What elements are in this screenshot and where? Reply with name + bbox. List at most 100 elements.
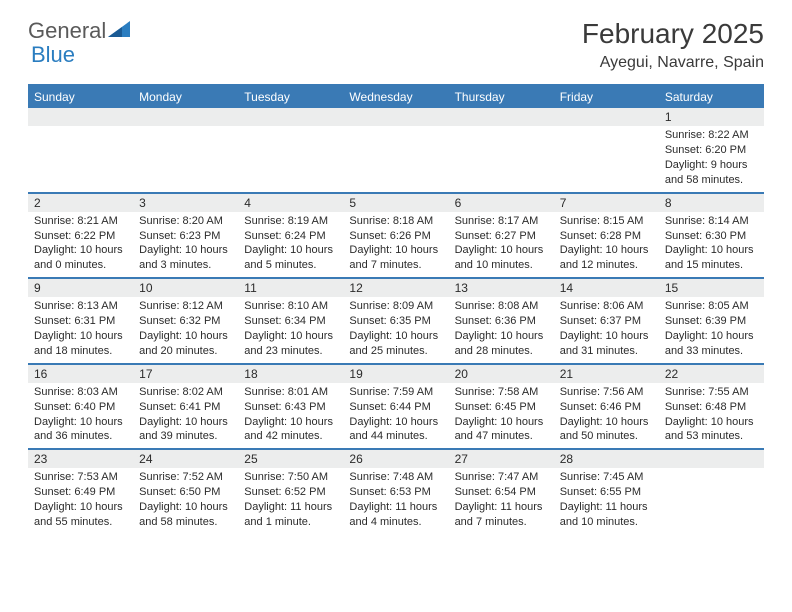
- logo-text-blue: Blue: [31, 42, 75, 67]
- daylight: Daylight: 10 hours and 15 minutes.: [665, 243, 758, 273]
- sunrise: Sunrise: 8:21 AM: [34, 214, 127, 229]
- day-number: 16: [28, 365, 133, 383]
- day-content: Sunrise: 7:47 AMSunset: 6:54 PMDaylight:…: [449, 468, 554, 533]
- daylight: Daylight: 10 hours and 7 minutes.: [349, 243, 442, 273]
- day-content: Sunrise: 8:08 AMSunset: 6:36 PMDaylight:…: [449, 297, 554, 362]
- logo-triangle-icon: [108, 19, 130, 44]
- day-content: Sunrise: 8:19 AMSunset: 6:24 PMDaylight:…: [238, 212, 343, 277]
- sunset: Sunset: 6:20 PM: [665, 143, 758, 158]
- sunrise: Sunrise: 7:56 AM: [560, 385, 653, 400]
- sunset: Sunset: 6:23 PM: [139, 229, 232, 244]
- dow-cell: Tuesday: [238, 86, 343, 108]
- day-number: 20: [449, 365, 554, 383]
- day-content: Sunrise: 8:21 AMSunset: 6:22 PMDaylight:…: [28, 212, 133, 277]
- day-number: 2: [28, 194, 133, 212]
- day-number: 21: [554, 365, 659, 383]
- sunset: Sunset: 6:36 PM: [455, 314, 548, 329]
- day-cell: 16Sunrise: 8:03 AMSunset: 6:40 PMDayligh…: [28, 365, 133, 449]
- daylight: Daylight: 10 hours and 39 minutes.: [139, 415, 232, 445]
- dow-cell: Sunday: [28, 86, 133, 108]
- day-number: 18: [238, 365, 343, 383]
- day-cell: [343, 108, 448, 192]
- day-content: Sunrise: 8:03 AMSunset: 6:40 PMDaylight:…: [28, 383, 133, 448]
- sunset: Sunset: 6:37 PM: [560, 314, 653, 329]
- day-cell: 23Sunrise: 7:53 AMSunset: 6:49 PMDayligh…: [28, 450, 133, 534]
- day-number: 15: [659, 279, 764, 297]
- day-content: Sunrise: 8:22 AMSunset: 6:20 PMDaylight:…: [659, 126, 764, 191]
- daylight: Daylight: 10 hours and 28 minutes.: [455, 329, 548, 359]
- day-number: 6: [449, 194, 554, 212]
- day-content: Sunrise: 7:53 AMSunset: 6:49 PMDaylight:…: [28, 468, 133, 533]
- day-number: 4: [238, 194, 343, 212]
- sunrise: Sunrise: 8:15 AM: [560, 214, 653, 229]
- calendar: Sunday Monday Tuesday Wednesday Thursday…: [28, 84, 764, 534]
- day-cell: 14Sunrise: 8:06 AMSunset: 6:37 PMDayligh…: [554, 279, 659, 363]
- day-content: Sunrise: 8:06 AMSunset: 6:37 PMDaylight:…: [554, 297, 659, 362]
- sunrise: Sunrise: 8:20 AM: [139, 214, 232, 229]
- day-number: 25: [238, 450, 343, 468]
- sunrise: Sunrise: 8:17 AM: [455, 214, 548, 229]
- day-number: 27: [449, 450, 554, 468]
- sunrise: Sunrise: 8:19 AM: [244, 214, 337, 229]
- day-content: Sunrise: 7:52 AMSunset: 6:50 PMDaylight:…: [133, 468, 238, 533]
- sunset: Sunset: 6:39 PM: [665, 314, 758, 329]
- day-content: Sunrise: 8:09 AMSunset: 6:35 PMDaylight:…: [343, 297, 448, 362]
- daylight: Daylight: 10 hours and 47 minutes.: [455, 415, 548, 445]
- sunrise: Sunrise: 8:05 AM: [665, 299, 758, 314]
- daylight: Daylight: 10 hours and 55 minutes.: [34, 500, 127, 530]
- day-number: 10: [133, 279, 238, 297]
- day-number: 24: [133, 450, 238, 468]
- day-number: [449, 108, 554, 126]
- day-cell: [554, 108, 659, 192]
- sunrise: Sunrise: 8:10 AM: [244, 299, 337, 314]
- daylight: Daylight: 10 hours and 25 minutes.: [349, 329, 442, 359]
- day-number: 8: [659, 194, 764, 212]
- daylight: Daylight: 10 hours and 58 minutes.: [139, 500, 232, 530]
- sunrise: Sunrise: 7:52 AM: [139, 470, 232, 485]
- daylight: Daylight: 10 hours and 23 minutes.: [244, 329, 337, 359]
- dow-cell: Wednesday: [343, 86, 448, 108]
- month-title: February 2025: [582, 18, 764, 50]
- day-cell: 15Sunrise: 8:05 AMSunset: 6:39 PMDayligh…: [659, 279, 764, 363]
- week-row: 9Sunrise: 8:13 AMSunset: 6:31 PMDaylight…: [28, 279, 764, 365]
- sunrise: Sunrise: 7:59 AM: [349, 385, 442, 400]
- day-number: 12: [343, 279, 448, 297]
- day-number: 5: [343, 194, 448, 212]
- sunrise: Sunrise: 7:58 AM: [455, 385, 548, 400]
- day-content: Sunrise: 8:17 AMSunset: 6:27 PMDaylight:…: [449, 212, 554, 277]
- sunset: Sunset: 6:44 PM: [349, 400, 442, 415]
- sunrise: Sunrise: 8:13 AM: [34, 299, 127, 314]
- day-content: Sunrise: 7:48 AMSunset: 6:53 PMDaylight:…: [343, 468, 448, 533]
- day-cell: 8Sunrise: 8:14 AMSunset: 6:30 PMDaylight…: [659, 194, 764, 278]
- sunset: Sunset: 6:34 PM: [244, 314, 337, 329]
- day-cell: 9Sunrise: 8:13 AMSunset: 6:31 PMDaylight…: [28, 279, 133, 363]
- dow-cell: Thursday: [449, 86, 554, 108]
- sunrise: Sunrise: 7:45 AM: [560, 470, 653, 485]
- week-row: 2Sunrise: 8:21 AMSunset: 6:22 PMDaylight…: [28, 194, 764, 280]
- sunset: Sunset: 6:27 PM: [455, 229, 548, 244]
- day-number: 9: [28, 279, 133, 297]
- day-cell: 19Sunrise: 7:59 AMSunset: 6:44 PMDayligh…: [343, 365, 448, 449]
- week-row: 23Sunrise: 7:53 AMSunset: 6:49 PMDayligh…: [28, 450, 764, 534]
- sunrise: Sunrise: 8:09 AM: [349, 299, 442, 314]
- sunset: Sunset: 6:55 PM: [560, 485, 653, 500]
- day-number: [659, 450, 764, 468]
- sunset: Sunset: 6:52 PM: [244, 485, 337, 500]
- sunrise: Sunrise: 8:22 AM: [665, 128, 758, 143]
- sunrise: Sunrise: 7:53 AM: [34, 470, 127, 485]
- day-cell: 12Sunrise: 8:09 AMSunset: 6:35 PMDayligh…: [343, 279, 448, 363]
- day-cell: 3Sunrise: 8:20 AMSunset: 6:23 PMDaylight…: [133, 194, 238, 278]
- day-cell: 6Sunrise: 8:17 AMSunset: 6:27 PMDaylight…: [449, 194, 554, 278]
- sunrise: Sunrise: 8:12 AM: [139, 299, 232, 314]
- day-content: Sunrise: 7:59 AMSunset: 6:44 PMDaylight:…: [343, 383, 448, 448]
- day-content: Sunrise: 7:45 AMSunset: 6:55 PMDaylight:…: [554, 468, 659, 533]
- day-cell: 2Sunrise: 8:21 AMSunset: 6:22 PMDaylight…: [28, 194, 133, 278]
- daylight: Daylight: 10 hours and 10 minutes.: [455, 243, 548, 273]
- dow-row: Sunday Monday Tuesday Wednesday Thursday…: [28, 86, 764, 108]
- daylight: Daylight: 10 hours and 0 minutes.: [34, 243, 127, 273]
- sunset: Sunset: 6:45 PM: [455, 400, 548, 415]
- day-cell: 11Sunrise: 8:10 AMSunset: 6:34 PMDayligh…: [238, 279, 343, 363]
- day-number: [554, 108, 659, 126]
- day-cell: 27Sunrise: 7:47 AMSunset: 6:54 PMDayligh…: [449, 450, 554, 534]
- sunset: Sunset: 6:32 PM: [139, 314, 232, 329]
